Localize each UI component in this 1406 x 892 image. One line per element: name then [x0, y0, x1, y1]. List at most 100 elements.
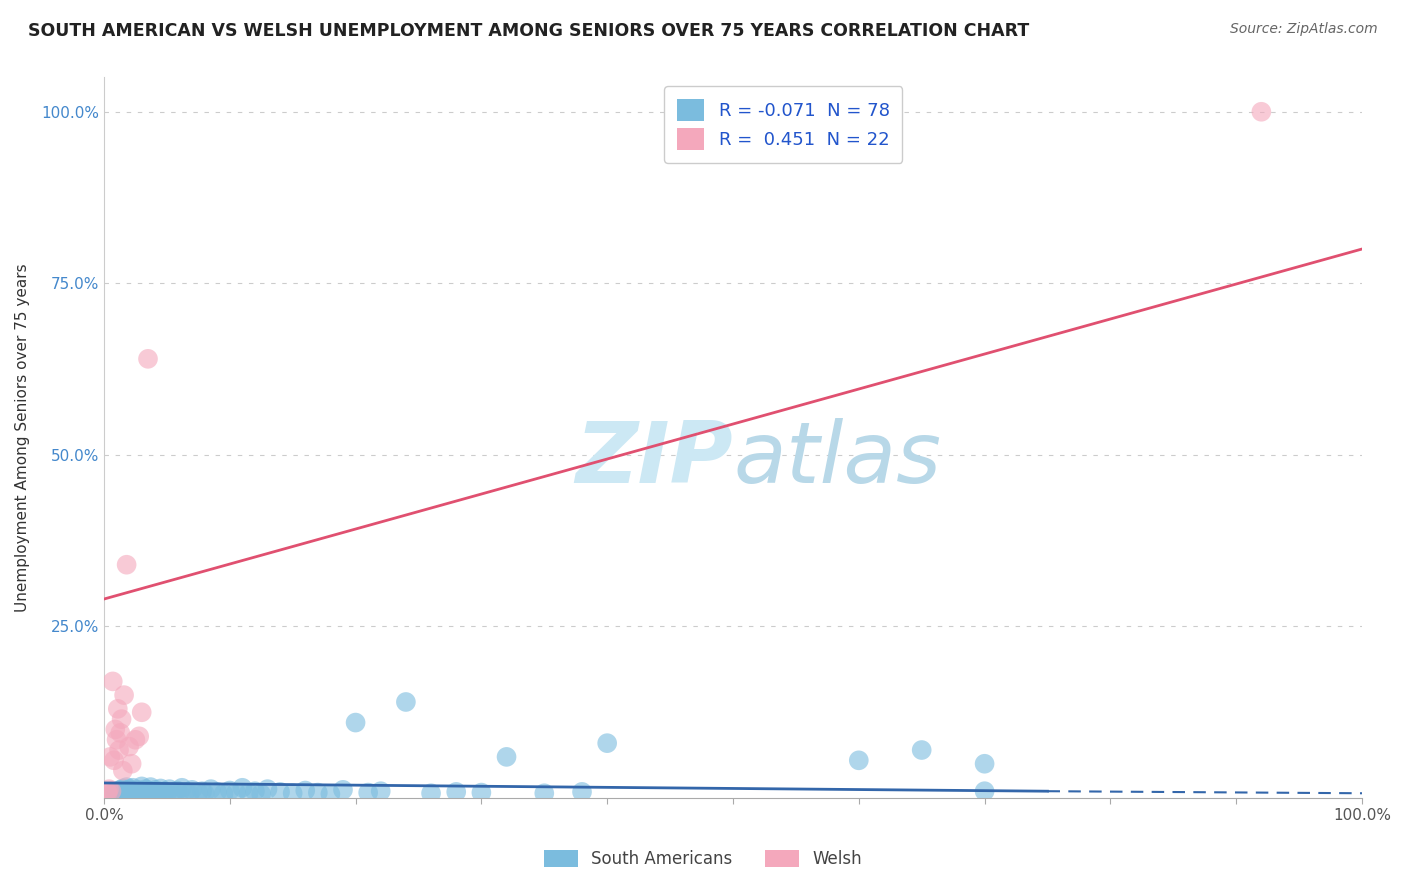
Point: [100, 784, 122, 798]
Point: [269, 785, 291, 799]
Point: [112, 786, 135, 800]
Point: [181, 782, 204, 797]
Point: [125, 786, 148, 800]
Point: [149, 781, 172, 796]
Point: [169, 786, 191, 800]
Text: Source: ZipAtlas.com: Source: ZipAtlas.com: [1230, 22, 1378, 37]
Point: [110, 788, 132, 802]
Point: [973, 784, 995, 798]
Point: [294, 783, 316, 797]
Point: [110, 782, 132, 797]
Point: [250, 787, 273, 801]
Point: [110, 726, 132, 740]
Point: [848, 753, 870, 767]
Point: [166, 783, 188, 797]
Point: [98, 750, 121, 764]
Point: [238, 786, 260, 800]
Point: [344, 715, 367, 730]
Point: [131, 706, 153, 720]
Point: [124, 785, 146, 799]
Point: [156, 787, 179, 801]
Point: [131, 780, 153, 794]
Point: [200, 782, 222, 797]
Point: [115, 784, 138, 798]
Point: [319, 787, 342, 801]
Point: [231, 780, 253, 795]
Point: [533, 786, 555, 800]
Point: [153, 784, 176, 798]
Point: [110, 712, 132, 726]
Point: [307, 786, 329, 800]
Point: [205, 785, 228, 799]
Point: [128, 729, 150, 743]
Point: [162, 786, 184, 800]
Point: [134, 786, 156, 800]
Point: [107, 702, 129, 716]
Point: [194, 786, 217, 800]
Legend: R = -0.071  N = 78, R =  0.451  N = 22: R = -0.071 N = 78, R = 0.451 N = 22: [665, 87, 903, 163]
Text: atlas: atlas: [733, 417, 941, 501]
Point: [243, 784, 266, 798]
Point: [98, 788, 121, 802]
Point: [105, 732, 128, 747]
Point: [370, 784, 392, 798]
Point: [111, 781, 134, 796]
Point: [118, 786, 141, 800]
Point: [157, 782, 180, 797]
Point: [108, 743, 131, 757]
Point: [1250, 104, 1272, 119]
Point: [121, 787, 143, 801]
Text: SOUTH AMERICAN VS WELSH UNEMPLOYMENT AMONG SENIORS OVER 75 YEARS CORRELATION CHA: SOUTH AMERICAN VS WELSH UNEMPLOYMENT AMO…: [28, 22, 1029, 40]
Point: [187, 786, 209, 800]
Point: [281, 786, 304, 800]
Point: [395, 695, 418, 709]
Point: [170, 780, 193, 795]
Point: [112, 688, 135, 702]
Y-axis label: Unemployment Among Seniors over 75 years: Unemployment Among Seniors over 75 years: [15, 263, 30, 612]
Point: [146, 786, 169, 800]
Point: [101, 674, 124, 689]
Point: [571, 785, 593, 799]
Point: [104, 723, 127, 737]
Point: [357, 786, 380, 800]
Text: ZIP: ZIP: [575, 417, 733, 501]
Legend: South Americans, Welsh: South Americans, Welsh: [537, 843, 869, 875]
Point: [122, 780, 145, 795]
Point: [139, 780, 162, 794]
Point: [103, 786, 125, 800]
Point: [218, 783, 240, 797]
Point: [121, 783, 143, 797]
Point: [420, 786, 443, 800]
Point: [111, 785, 134, 799]
Point: [115, 780, 138, 794]
Point: [911, 743, 934, 757]
Point: [105, 784, 128, 798]
Point: [444, 785, 467, 799]
Point: [111, 764, 134, 778]
Point: [256, 782, 278, 797]
Point: [212, 787, 235, 801]
Point: [97, 786, 120, 800]
Point: [115, 558, 138, 572]
Point: [118, 782, 141, 797]
Point: [136, 351, 159, 366]
Point: [191, 784, 214, 798]
Point: [121, 756, 143, 771]
Point: [470, 786, 492, 800]
Point: [174, 785, 197, 799]
Point: [143, 787, 166, 801]
Point: [98, 782, 121, 797]
Point: [127, 782, 149, 797]
Point: [105, 787, 128, 801]
Point: [150, 786, 173, 800]
Point: [131, 784, 153, 798]
Point: [124, 732, 146, 747]
Point: [138, 783, 160, 797]
Point: [179, 787, 201, 801]
Point: [332, 782, 354, 797]
Point: [136, 786, 159, 800]
Point: [108, 786, 131, 800]
Point: [134, 782, 156, 797]
Point: [225, 786, 247, 800]
Point: [145, 782, 167, 797]
